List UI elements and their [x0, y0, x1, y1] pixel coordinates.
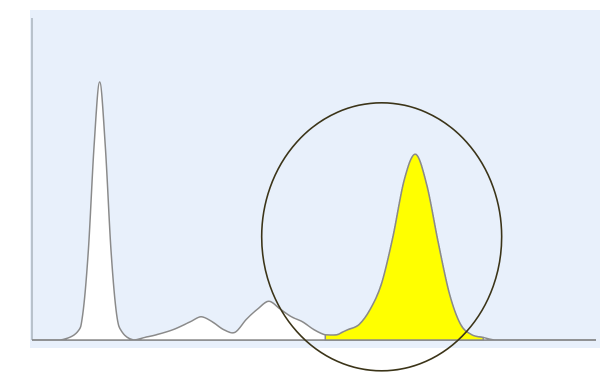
highlighted-peak-area: [324, 153, 484, 341]
plot-background: [30, 10, 600, 348]
annotation-circle: [260, 102, 503, 372]
